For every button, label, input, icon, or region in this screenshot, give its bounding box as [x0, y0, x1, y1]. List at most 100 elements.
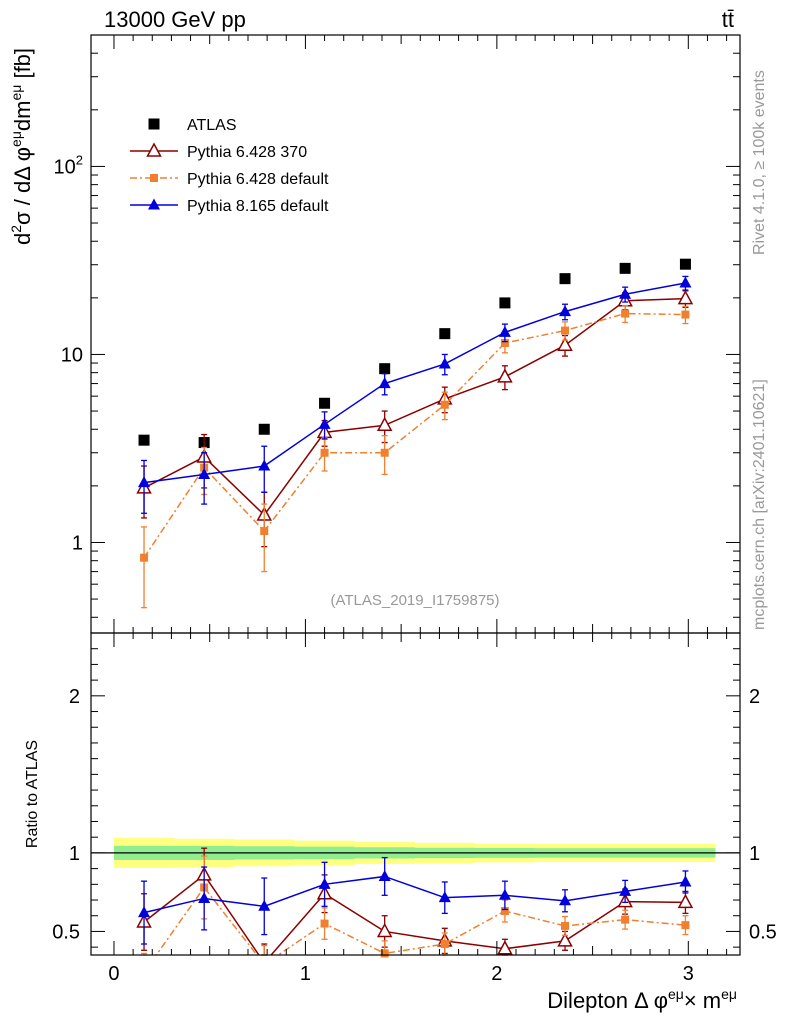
- ratio-point-pythia-6-428-default-5: [440, 940, 449, 949]
- ratio-line-pythia-6-428-370: [143, 873, 686, 955]
- ratio-point-pythia-6-428-370-6: [497, 940, 513, 955]
- ratio-point-pythia-8-165-default-5: [438, 891, 451, 903]
- legend-entry-atlas: ATLAS: [148, 117, 237, 134]
- main-point-atlas-7: [559, 273, 571, 285]
- legend-marker-pythia-8-165-default: [148, 198, 160, 210]
- main-ytick-label: 102: [54, 152, 83, 178]
- main-series-pythia-8-165-default: [138, 275, 692, 514]
- ratio-ytick-label-right: 0.5: [749, 921, 777, 943]
- main-point-pythia-8-165-default-1: [198, 467, 211, 479]
- main-point-atlas-6: [499, 297, 511, 309]
- main-point-pythia-8-165-default-2: [258, 459, 271, 471]
- main-point-pythia-6-428-default-7: [561, 326, 570, 335]
- main-line-pythia-8-165-default: [143, 282, 686, 484]
- ratio-point-pythia-8-165-default-1: [198, 891, 211, 903]
- ratio-point-pythia-8-165-default-9: [679, 875, 692, 887]
- ratio-point-pythia-6-428-default-7: [561, 921, 570, 930]
- ratio-y-axis-label: Ratio to ATLAS: [24, 740, 41, 848]
- main-point-pythia-8-165-default-3: [318, 417, 331, 429]
- ratio-ytick-label-left: 2: [69, 686, 80, 708]
- legend-marker-atlas: [148, 118, 160, 130]
- main-point-atlas-0: [138, 434, 150, 446]
- ratio-point-pythia-6-428-370-7: [557, 932, 573, 947]
- legend-label-pythia-6-428-370: Pythia 6.428 370: [187, 144, 307, 161]
- main-series-pythia-6-428-370: [136, 290, 694, 548]
- ratio-plot-panel: 0.5 0.5 1 1 2 2 0 1 2 3 Ratio to ATLAS Dilepton Δ…: [24, 632, 777, 1013]
- ratio-point-pythia-6-428-default-8: [621, 915, 630, 924]
- ratio-ytick-label-right: 2: [749, 686, 760, 708]
- ratio-uncertainty-band: [91, 837, 740, 868]
- main-point-atlas-2: [258, 423, 270, 435]
- main-line-pythia-6-428-370: [143, 297, 686, 517]
- legend-label-atlas: ATLAS: [187, 117, 237, 134]
- ratio-point-pythia-8-165-default-0: [138, 906, 151, 918]
- ratio-point-pythia-6-428-370-9: [677, 893, 694, 909]
- main-point-atlas-4: [379, 363, 391, 375]
- main-point-atlas-8: [619, 262, 631, 274]
- main-point-pythia-6-428-default-6: [500, 339, 509, 348]
- ratio-ytick-label-right: 1: [749, 843, 760, 865]
- main-point-pythia-6-428-370-9: [677, 290, 694, 305]
- ratio-point-pythia-6-428-370-4: [376, 922, 393, 938]
- ratio-line-pythia-8-165-default: [143, 875, 686, 914]
- ratio-series-layer: [136, 847, 694, 958]
- mcplots-citation-label: mcplots.cern.ch [arXiv:2401.10621]: [751, 379, 768, 630]
- main-y-axis-label: d2σ / dΔ φeμdmeμ [fb]: [8, 48, 35, 245]
- legend: ATLAS Pythia 6.428 370 Pythia 6.428 defaul…: [130, 117, 329, 215]
- main-point-pythia-8-165-default-6: [498, 325, 511, 337]
- ratio-series-pythia-8-165-default: [138, 856, 692, 945]
- main-point-pythia-6-428-default-8: [621, 309, 630, 318]
- ratio-ytick-label-left: 1: [69, 843, 80, 865]
- main-point-pythia-8-165-default-0: [138, 476, 151, 488]
- rivet-version-label: Rivet 4.1.0, ≥ 100k events: [751, 70, 768, 255]
- main-point-atlas-3: [319, 397, 331, 409]
- ratio-point-pythia-6-428-default-6: [500, 907, 509, 916]
- main-point-pythia-6-428-370-6: [497, 368, 513, 383]
- main-series-layer: [136, 258, 694, 609]
- main-point-pythia-6-428-default-9: [681, 310, 690, 319]
- legend-label-pythia-6-428-default: Pythia 6.428 default: [187, 171, 329, 188]
- main-point-pythia-6-428-370-7: [557, 336, 573, 351]
- main-point-pythia-6-428-default-4: [380, 448, 389, 457]
- legend-entry-pythia-8-165-default: Pythia 8.165 default: [130, 198, 329, 215]
- process-label: tt̄: [722, 7, 734, 32]
- legend-entry-pythia-6-428-370: Pythia 6.428 370: [130, 142, 307, 161]
- ratio-axis-ticks: 0.5 0.5 1 1 2 2 0 1 2 3: [52, 633, 777, 985]
- ratio-point-pythia-8-165-default-6: [498, 888, 511, 900]
- legend-entry-pythia-6-428-default: Pythia 6.428 default: [130, 171, 329, 188]
- x-axis-label: Dilepton Δ φeμ× meμ: [547, 986, 737, 1013]
- legend-label-pythia-8-165-default: Pythia 8.165 default: [187, 198, 329, 215]
- main-plot-panel: 1 10 102 (ATLAS_2019_I1759875) d2σ / dΔ φe…: [8, 34, 741, 634]
- ratio-line-pythia-6-428-default: [155, 886, 686, 955]
- ratio-point-pythia-8-165-default-8: [619, 884, 632, 896]
- xtick-label: 1: [300, 963, 311, 985]
- main-point-pythia-6-428-default-2: [260, 527, 269, 536]
- main-point-atlas-5: [439, 328, 451, 340]
- main-point-pythia-8-165-default-9: [679, 276, 692, 288]
- main-point-pythia-6-428-default-5: [440, 400, 449, 409]
- main-point-pythia-6-428-default-3: [320, 448, 329, 457]
- xtick-label: 2: [491, 963, 502, 985]
- energy-label: 13000 GeV pp: [104, 7, 246, 32]
- ratio-point-pythia-8-165-default-7: [559, 894, 572, 906]
- main-ytick-label: 1: [72, 532, 83, 554]
- main-point-pythia-8-165-default-7: [559, 305, 572, 317]
- ratio-point-pythia-8-165-default-4: [378, 869, 391, 881]
- legend-marker-pythia-6-428-370: [146, 142, 162, 157]
- main-ytick-label: 10: [61, 344, 83, 366]
- main-point-pythia-8-165-default-5: [438, 357, 451, 369]
- xtick-label: 3: [683, 963, 694, 985]
- main-point-pythia-6-428-default-0: [140, 553, 149, 562]
- main-point-pythia-6-428-370-4: [376, 416, 393, 432]
- main-axis-ticks: 1 10 102: [54, 34, 740, 633]
- analysis-id-annotation: (ATLAS_2019_I1759875): [330, 592, 499, 609]
- ratio-point-pythia-8-165-default-2: [258, 899, 271, 911]
- xtick-label: 0: [108, 963, 119, 985]
- main-series-pythia-6-428-default: [140, 304, 690, 609]
- ratio-point-pythia-8-165-default-3: [318, 877, 331, 889]
- main-point-pythia-8-165-default-4: [378, 377, 391, 389]
- legend-marker-pythia-6-428-default: [150, 174, 158, 182]
- ratio-point-pythia-6-428-default-9: [681, 921, 690, 930]
- ratio-ytick-label-left: 0.5: [52, 921, 80, 943]
